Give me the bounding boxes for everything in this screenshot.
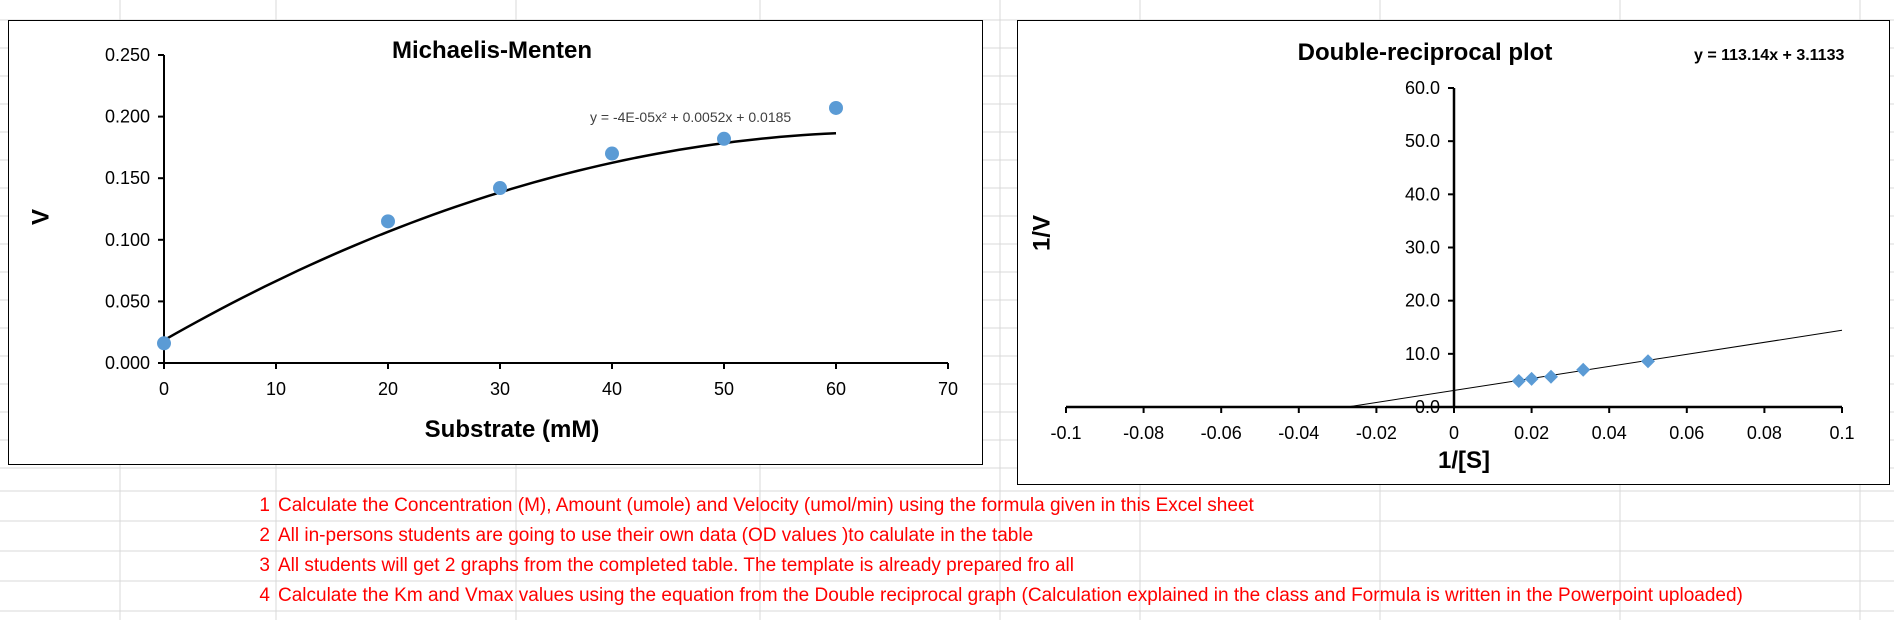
instruction-note: 3 All students will get 2 graphs from the…	[246, 551, 1074, 581]
y-axis-title: 1/V	[1028, 215, 1055, 251]
data-point	[381, 214, 395, 229]
y-tick-label: 0.050	[105, 291, 150, 311]
x-tick-label: 50	[714, 379, 734, 399]
michaelis-menten-chart[interactable]: Michaelis-Menten V Substrate (mM) y = -4…	[8, 20, 983, 465]
note-number: 2	[259, 525, 270, 546]
data-point	[493, 181, 507, 196]
double-reciprocal-plot: Double-reciprocal plot y = 113.14x + 3.1…	[1028, 39, 1854, 474]
double-reciprocal-chart[interactable]: Double-reciprocal plot y = 113.14x + 3.1…	[1017, 20, 1890, 485]
note-text: Calculate the Km and Vmax values using t…	[278, 585, 1743, 606]
data-point	[1576, 362, 1591, 377]
x-axis-title: 1/[S]	[1438, 447, 1490, 474]
data-point	[605, 146, 619, 161]
trendline-equation: y = -4E-05x² + 0.0052x + 0.0185	[590, 109, 791, 125]
x-axis-title: Substrate (mM)	[425, 416, 600, 443]
y-tick-label: 0.0	[1415, 397, 1440, 417]
note-text: Calculate the Concentration (M), Amount …	[278, 495, 1254, 516]
trendline-equation: y = 113.14x + 3.1133	[1694, 47, 1844, 64]
data-point	[1524, 371, 1539, 386]
x-tick-label: 30	[490, 379, 510, 399]
data-point	[829, 100, 843, 115]
data-point	[717, 131, 731, 146]
y-tick-label: 20.0	[1405, 291, 1440, 311]
y-tick-label: 40.0	[1405, 184, 1440, 204]
instruction-note: 4 Calculate the Km and Vmax values using …	[246, 581, 1743, 611]
x-tick-label: -0.08	[1123, 423, 1164, 443]
data-point	[1641, 354, 1655, 369]
y-tick-label: 30.0	[1405, 238, 1440, 258]
x-tick-label: 60	[826, 379, 846, 399]
x-tick-label: -0.06	[1201, 423, 1242, 443]
x-tick-label: 0	[159, 379, 169, 399]
x-tick-label: 10	[266, 379, 286, 399]
x-tick-label: 0.04	[1592, 423, 1627, 443]
note-number: 1	[259, 495, 270, 516]
x-tick-label: 0	[1449, 423, 1459, 443]
instruction-note: 2 All in-persons students are going to us…	[246, 521, 1033, 551]
y-tick-label: 0.250	[105, 45, 150, 65]
y-tick-label: 0.200	[105, 107, 150, 127]
trendline	[1347, 329, 1843, 408]
instruction-note: 1 Calculate the Concentration (M), Amount…	[246, 491, 1254, 521]
note-text: All students will get 2 graphs from the …	[278, 555, 1074, 576]
data-point	[1511, 373, 1526, 388]
x-tick-label: 70	[938, 379, 958, 399]
y-tick-label: 0.000	[105, 353, 150, 373]
michaelis-menten-plot: Michaelis-Menten V Substrate (mM) y = -4…	[27, 37, 958, 443]
x-tick-label: 40	[602, 379, 622, 399]
data-point	[157, 336, 171, 351]
trendline	[163, 131, 837, 342]
note-number: 3	[259, 555, 270, 576]
y-tick-label: 10.0	[1405, 344, 1440, 364]
x-tick-label: -0.02	[1356, 423, 1397, 443]
x-tick-label: 0.08	[1747, 423, 1782, 443]
y-axis-title: V	[27, 209, 54, 225]
x-tick-label: -0.1	[1050, 423, 1081, 443]
x-tick-label: 0.02	[1514, 423, 1549, 443]
x-tick-label: -0.04	[1278, 423, 1319, 443]
chart-title: Michaelis-Menten	[392, 37, 592, 64]
note-number: 4	[259, 585, 270, 606]
y-tick-label: 0.100	[105, 230, 150, 250]
chart-title: Double-reciprocal plot	[1298, 39, 1553, 66]
y-tick-label: 60.0	[1405, 78, 1440, 98]
x-tick-label: 0.1	[1829, 423, 1854, 443]
data-point	[1544, 369, 1558, 384]
x-tick-label: 20	[378, 379, 398, 399]
y-tick-label: 0.150	[105, 168, 150, 188]
x-tick-label: 0.06	[1669, 423, 1704, 443]
note-text: All in-persons students are going to use…	[278, 525, 1034, 546]
y-tick-label: 50.0	[1405, 131, 1440, 151]
